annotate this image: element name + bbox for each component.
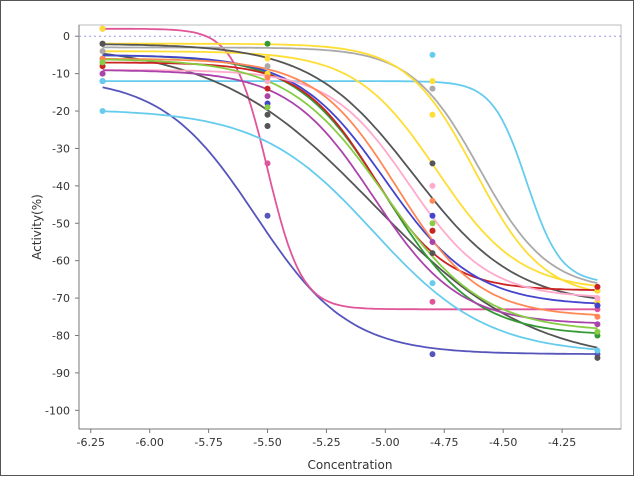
fit-curve-7 xyxy=(102,50,598,287)
data-point-8 xyxy=(264,111,271,118)
data-point-4 xyxy=(594,347,601,354)
data-point-15 xyxy=(264,93,271,100)
point-layer xyxy=(99,25,601,361)
data-point-7 xyxy=(99,25,106,32)
data-point-16 xyxy=(594,328,601,335)
x-tick-label: -5.50 xyxy=(253,436,281,449)
data-point-12 xyxy=(429,212,436,219)
x-axis-label: Concentration xyxy=(308,458,393,472)
y-tick-label: 0 xyxy=(63,30,70,43)
data-point-3 xyxy=(99,78,106,85)
x-tick-label: -5.25 xyxy=(312,436,340,449)
data-point-11 xyxy=(594,283,601,290)
data-point-9 xyxy=(264,123,271,129)
x-tick-layer: -6.25 -6.00 -5.75 -5.50 -5.25 -5.00 -4.75 -4.50… xyxy=(77,429,576,449)
y-tick-label: -20 xyxy=(52,105,70,118)
data-point-9 xyxy=(429,250,436,257)
data-point-14 xyxy=(429,197,436,204)
x-tick-label: -4.75 xyxy=(430,436,458,449)
data-point-9 xyxy=(99,40,106,47)
y-tick-label: -30 xyxy=(52,142,70,155)
fit-curve-14 xyxy=(102,58,598,316)
data-point-7 xyxy=(429,111,436,118)
data-point-11 xyxy=(264,85,271,92)
y-tick-label: -70 xyxy=(52,292,70,305)
data-point-15 xyxy=(594,321,601,328)
fit-curve-6 xyxy=(102,42,598,293)
data-point-5 xyxy=(264,63,271,70)
data-point-10 xyxy=(264,40,271,47)
x-tick-label: -5.75 xyxy=(194,436,222,449)
data-point-16 xyxy=(99,59,106,66)
y-tick-label: -100 xyxy=(45,404,70,417)
data-point-6 xyxy=(429,78,436,85)
y-tick-layer: 0 -10 -20 -30 -40 -50 -60 -70 -80 -90 -100 xyxy=(45,30,79,417)
y-tick-label: -50 xyxy=(52,217,70,230)
x-tick-label: -4.25 xyxy=(548,436,576,449)
x-tick-label: -5.00 xyxy=(371,436,399,449)
data-point-14 xyxy=(264,74,271,81)
plot-area xyxy=(78,24,622,430)
y-axis-label: Activity(%) xyxy=(30,194,44,260)
data-point-2 xyxy=(429,298,436,305)
fit-curve-4 xyxy=(102,110,598,351)
x-tick-label: -6.25 xyxy=(77,436,105,449)
fit-curve-2 xyxy=(102,27,598,311)
data-point-1 xyxy=(429,351,436,358)
y-tick-label: -80 xyxy=(52,329,70,342)
y-tick-label: -10 xyxy=(52,68,70,81)
curve-layer xyxy=(102,27,598,355)
data-point-15 xyxy=(99,70,106,77)
data-point-13 xyxy=(429,182,436,189)
x-tick-label: -6.00 xyxy=(135,436,163,449)
data-point-16 xyxy=(264,104,271,111)
data-point-2 xyxy=(264,160,271,167)
fit-curve-3 xyxy=(102,80,598,281)
data-point-4 xyxy=(99,108,106,115)
data-point-13 xyxy=(594,295,601,302)
fit-curve-15 xyxy=(102,69,598,324)
data-point-1 xyxy=(264,212,271,219)
x-tick-label: -4.50 xyxy=(489,436,517,449)
data-point-4 xyxy=(429,280,436,287)
fit-curve-16 xyxy=(102,58,598,330)
data-point-15 xyxy=(429,238,436,245)
data-point-6 xyxy=(264,55,271,62)
y-tick-label: -40 xyxy=(52,180,70,193)
data-point-5 xyxy=(429,85,436,92)
y-tick-label: -60 xyxy=(52,255,70,268)
fit-curve-8 xyxy=(102,43,598,300)
fit-curve-13 xyxy=(102,69,598,298)
data-point-16 xyxy=(429,220,436,227)
fit-curve-1 xyxy=(102,86,598,355)
data-point-11 xyxy=(429,227,436,234)
data-point-12 xyxy=(594,302,601,309)
y-tick-label: -90 xyxy=(52,367,70,380)
data-point-5 xyxy=(99,48,106,55)
data-point-14 xyxy=(594,313,601,320)
data-point-8 xyxy=(429,160,436,167)
data-point-9 xyxy=(594,354,601,361)
fit-curve-12 xyxy=(102,54,598,305)
data-point-3 xyxy=(429,51,436,58)
